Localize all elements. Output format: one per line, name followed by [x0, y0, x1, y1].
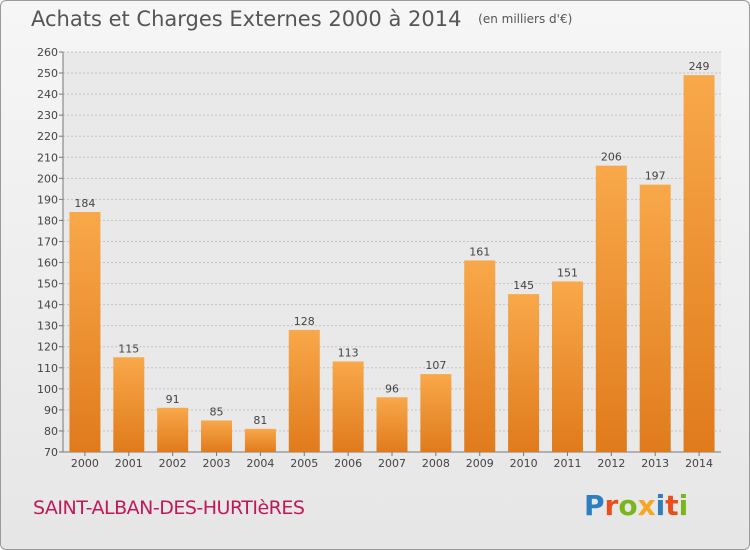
y-tick-label: 70	[44, 446, 58, 459]
bar-2009	[464, 260, 496, 452]
y-tick-label: 220	[37, 130, 58, 143]
x-tick-label: 2009	[466, 457, 494, 470]
bar-value-label: 85	[210, 405, 224, 418]
bar-value-label: 107	[425, 359, 446, 372]
x-tick-label: 2001	[115, 457, 143, 470]
x-tick-label: 2008	[422, 457, 450, 470]
x-tick-label: 2011	[553, 457, 581, 470]
logo-letter: r	[604, 489, 619, 522]
y-tick-label: 130	[37, 320, 58, 333]
x-tick-label: 2014	[685, 457, 713, 470]
bar-2001	[113, 357, 145, 452]
y-tick-label: 80	[44, 425, 58, 438]
y-tick-label: 150	[37, 278, 58, 291]
x-tick-label: 2004	[246, 457, 274, 470]
proxiti-logo: Proxiti	[584, 489, 688, 522]
y-tick-label: 170	[37, 235, 58, 248]
town-name: SAINT-ALBAN-DES-HURTIèRES	[33, 497, 305, 519]
bar-value-label: 113	[338, 346, 359, 359]
bar-2005	[288, 329, 320, 452]
x-tick-label: 2007	[378, 457, 406, 470]
bar-value-label: 161	[469, 245, 490, 258]
y-tick-label: 240	[37, 88, 58, 101]
y-tick-label: 210	[37, 151, 58, 164]
bar-2012	[595, 165, 627, 452]
bar-value-label: 115	[118, 342, 139, 355]
y-tick-label: 190	[37, 193, 58, 206]
chart-title-text: Achats et Charges Externes 2000 à 2014	[31, 7, 462, 31]
bar-2008	[420, 374, 452, 452]
x-tick-label: 2013	[641, 457, 669, 470]
bar-value-label: 91	[166, 393, 180, 406]
y-tick-label: 260	[37, 46, 58, 59]
chart-unit-label: (en milliers d'€)	[478, 12, 573, 26]
y-tick-label: 200	[37, 172, 58, 185]
x-tick-label: 2006	[334, 457, 362, 470]
bar-value-label: 145	[513, 279, 534, 292]
bar-2007	[376, 397, 408, 452]
y-tick-label: 100	[37, 383, 58, 396]
bar-value-label: 151	[557, 266, 578, 279]
chart-title: Achats et Charges Externes 2000 à 2014 (…	[31, 7, 572, 31]
bar-2000	[69, 212, 101, 452]
bar-2002	[157, 407, 189, 452]
bar-value-label: 96	[385, 382, 399, 395]
x-tick-label: 2010	[510, 457, 538, 470]
y-tick-label: 230	[37, 109, 58, 122]
y-tick-label: 140	[37, 299, 58, 312]
y-tick-label: 160	[37, 257, 58, 270]
logo-letter: t	[665, 489, 679, 522]
bar-2010	[508, 294, 540, 452]
bar-2014	[683, 75, 715, 452]
logo-letter: i	[655, 489, 666, 522]
y-tick-label: 180	[37, 214, 58, 227]
logo-letter: P	[584, 489, 605, 522]
bar-2013	[639, 184, 671, 452]
x-tick-label: 2000	[71, 457, 99, 470]
bar-2006	[332, 361, 364, 452]
bar-value-label: 184	[74, 197, 95, 210]
y-tick-label: 90	[44, 404, 58, 417]
bar-2011	[551, 281, 583, 452]
bar-2003	[201, 420, 233, 452]
bar-value-label: 81	[253, 414, 267, 427]
bar-value-label: 206	[601, 151, 622, 164]
bar-2004	[244, 428, 276, 452]
y-tick-label: 110	[37, 362, 58, 375]
logo-letter: x	[637, 489, 656, 522]
y-tick-label: 250	[37, 67, 58, 80]
y-tick-label: 120	[37, 341, 58, 354]
bar-value-label: 249	[689, 60, 710, 73]
x-tick-label: 2003	[203, 457, 231, 470]
logo-letter: i	[678, 489, 689, 522]
x-tick-label: 2012	[597, 457, 625, 470]
x-tick-label: 2005	[290, 457, 318, 470]
x-tick-label: 2002	[159, 457, 187, 470]
logo-letter: o	[618, 489, 638, 522]
bar-value-label: 128	[294, 315, 315, 328]
bar-value-label: 197	[645, 170, 666, 183]
